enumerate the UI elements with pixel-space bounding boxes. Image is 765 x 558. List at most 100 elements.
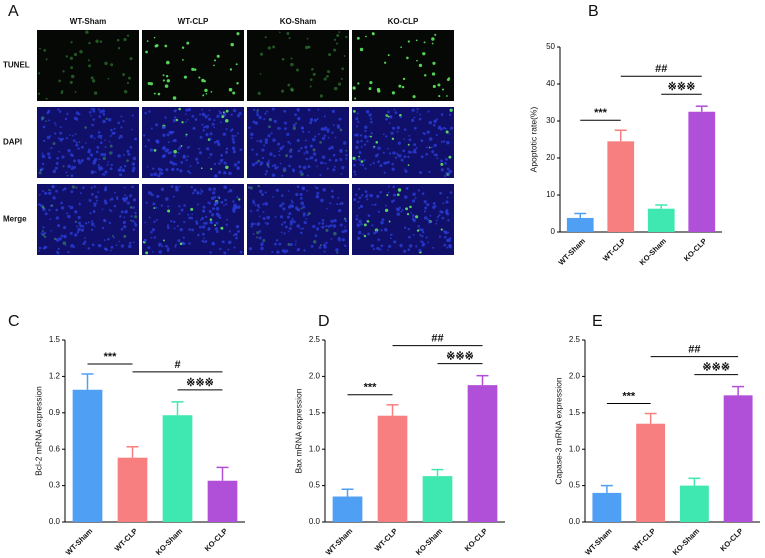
cell-dot: [110, 197, 114, 201]
annotation: ※※※: [702, 361, 730, 373]
cell-dot: [158, 250, 162, 254]
cell-dot: [60, 201, 63, 205]
cell-dot: [175, 243, 178, 246]
cell-dot: [158, 242, 162, 247]
cell-dot: [323, 243, 326, 247]
cell-dot: [45, 245, 48, 249]
cell-dot: [446, 246, 449, 249]
cell-dot: [91, 193, 94, 196]
cell-dot: [186, 41, 190, 45]
cell-dot: [304, 139, 307, 142]
cell-dot: [303, 152, 306, 155]
cell-dot: [200, 190, 204, 193]
cell-dot: [411, 199, 416, 203]
cell-dot: [428, 170, 431, 173]
annotation: ※※※: [446, 351, 474, 363]
cell-dot: [110, 128, 113, 132]
cell-dot: [285, 249, 289, 253]
cell-dot: [299, 227, 302, 230]
cell-dot: [279, 127, 282, 130]
cell-dot: [335, 248, 339, 252]
y-tick-label: 0: [551, 227, 556, 236]
cell-dot: [262, 238, 266, 242]
cell-dot: [198, 76, 201, 79]
cell-dot: [261, 193, 265, 197]
x-tick-label: KO-Sham: [414, 526, 445, 557]
cell-dot: [225, 147, 229, 150]
cell-dot: [112, 235, 114, 237]
annotation: ※※※: [186, 377, 214, 389]
cell-dot: [188, 228, 191, 231]
cell-dot: [192, 126, 196, 130]
cell-dot: [406, 56, 409, 60]
cell-dot: [396, 212, 401, 216]
cell-dot: [332, 124, 335, 127]
cell-dot: [215, 206, 220, 211]
cell-dot: [315, 227, 320, 231]
cell-dot: [131, 169, 135, 173]
cell-dot: [42, 233, 45, 237]
cell-dot: [49, 135, 52, 137]
cell-dot: [103, 199, 107, 203]
cell-dot: [407, 155, 410, 159]
cell-dot: [325, 224, 328, 228]
annotation: ***: [622, 390, 636, 402]
cell-dot: [209, 218, 213, 221]
cell-dot: [316, 118, 319, 120]
cell-dot: [108, 140, 111, 143]
cell-dot: [191, 228, 195, 232]
cell-dot: [402, 77, 406, 81]
x-tick-label: KO-CLP: [463, 526, 490, 553]
cell-dot: [63, 187, 67, 191]
cell-dot: [146, 40, 149, 42]
bar: [422, 476, 453, 522]
cell-dot: [341, 230, 345, 234]
cell-dot: [204, 240, 208, 243]
cell-dot: [126, 149, 130, 153]
cell-dot: [74, 233, 78, 237]
y-tick-label: 0.0: [569, 517, 581, 526]
cell-dot: [93, 185, 96, 188]
cell-dot: [184, 120, 187, 123]
x-tick-label: WT-CLP: [631, 526, 658, 553]
cell-dot: [307, 108, 311, 112]
cell-dot: [55, 189, 58, 193]
cell-dot: [288, 164, 291, 168]
cell-dot: [226, 218, 229, 221]
cell-dot: [432, 84, 436, 89]
cell-dot: [69, 231, 73, 235]
micrograph: [37, 107, 139, 178]
cell-dot: [319, 141, 322, 144]
cell-dot: [109, 134, 112, 137]
cell-dot: [274, 242, 277, 246]
cell-dot: [333, 38, 337, 41]
cell-dot: [124, 194, 127, 197]
cell-dot: [286, 31, 290, 35]
cell-dot: [312, 72, 316, 76]
cell-dot: [110, 151, 113, 154]
cell-dot: [70, 174, 74, 178]
cell-dot: [281, 202, 285, 206]
cell-dot: [321, 155, 326, 159]
cell-dot: [72, 134, 74, 137]
cell-dot: [91, 243, 95, 247]
cell-dot: [67, 149, 71, 153]
cell-dot: [70, 66, 74, 70]
cell-dot: [42, 125, 46, 129]
cell-dot: [123, 216, 126, 219]
cell-dot: [415, 245, 418, 248]
cell-dot: [362, 233, 365, 236]
cell-dot: [74, 133, 77, 135]
cell-dot: [220, 154, 224, 157]
cell-dot: [411, 108, 415, 112]
cell-dot: [393, 193, 396, 196]
cell-dot: [52, 169, 57, 174]
cell-dot: [369, 193, 373, 198]
cell-dot: [236, 132, 239, 135]
cell-dot: [101, 109, 105, 113]
cell-dot: [178, 185, 181, 188]
cell-dot: [170, 219, 173, 223]
cell-dot: [113, 127, 116, 130]
column-label: KO-CLP: [388, 17, 419, 26]
cell-dot: [291, 168, 295, 172]
